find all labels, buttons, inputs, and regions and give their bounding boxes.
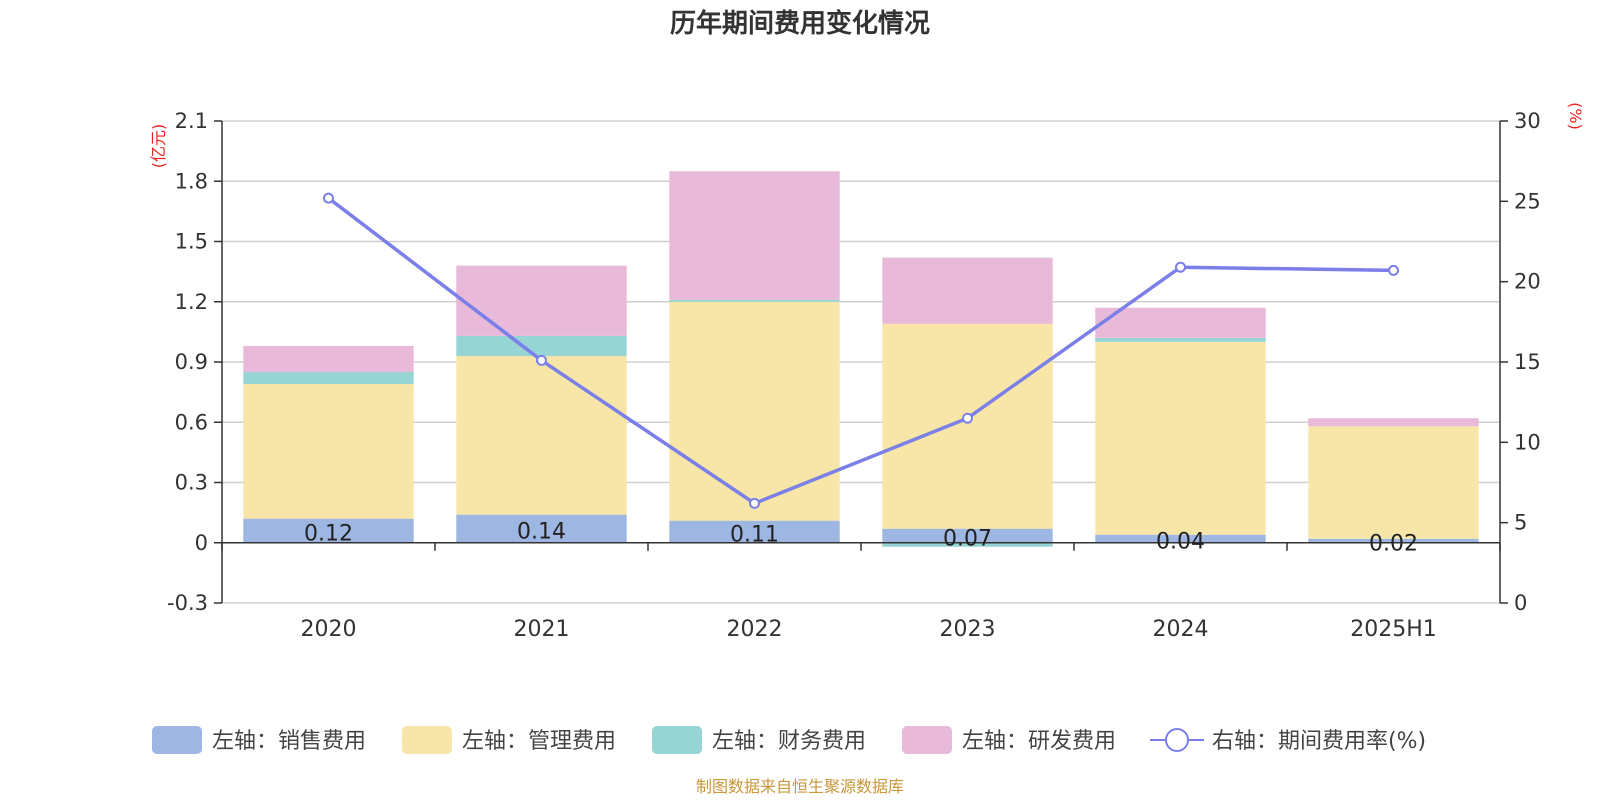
right-tick-label: 10 [1514,430,1541,454]
bar-segment [243,345,414,373]
bar-segment [669,301,840,521]
category-label: 2022 [727,617,783,642]
left-axis: -0.3 0 0.3 0.6 0.9 1.2 1.5 1.8 2.1 [167,109,223,615]
bar-segment [243,372,414,385]
source-note: 制图数据来自恒生聚源数据库 [696,777,904,796]
rate-line [323,192,1399,509]
category-labels: 2020 2021 2022 2023 2024 2025H1 [301,617,1437,642]
left-tick-label: 0.3 [175,471,208,495]
legend-swatch [402,726,452,754]
left-axis-unit: (亿元) [149,124,168,169]
legend: 左轴：销售费用 左轴：管理费用 左轴：财务费用 左轴：研发费用 右轴：期间费用率(%) [152,726,1426,754]
rate-point [536,354,547,366]
bar-segment [456,514,627,543]
left-tick-label: 1.5 [175,230,208,254]
x-axis [221,542,1501,551]
bar-segment [1095,341,1266,535]
rate-point [1175,261,1186,273]
bar-segment [1095,307,1266,338]
data-label: 0.07 [943,527,992,552]
left-tick-label: 1.8 [175,169,208,193]
bar-segment [882,528,1053,543]
bar-segment [1095,337,1266,342]
rate-point [962,412,973,424]
bar-segment [1095,534,1266,543]
right-tick-label: 0 [1514,591,1527,615]
legend-circle-symbol [1165,728,1189,752]
category-label: 2023 [940,617,996,642]
data-label: 0.11 [730,523,779,548]
legend-swatch [652,726,702,754]
bar-segment [243,518,414,543]
right-tick-label: 25 [1514,189,1541,213]
rate-point [1388,264,1399,276]
bars [243,171,1479,547]
category-label: 2020 [301,617,357,642]
data-label: 0.12 [304,522,353,547]
bar-segment [1308,418,1479,427]
chart-title: 历年期间费用变化情况 [670,8,930,39]
bar-segment [669,171,840,300]
bar-segment [882,542,1053,547]
right-tick-label: 15 [1514,350,1541,374]
right-tick-label: 30 [1514,109,1541,133]
category-label: 2024 [1153,617,1209,642]
left-tick-label: 2.1 [175,109,208,133]
left-tick-label: 1.2 [175,290,208,314]
rate-line-path [327,196,1394,506]
left-tick-label: -0.3 [167,591,208,615]
bar-segment [456,355,627,515]
legend-label: 左轴：研发费用 [962,729,1116,754]
legend-swatch [152,726,202,754]
bar-segment [1308,426,1479,539]
left-tick-label: 0 [195,531,208,555]
data-label: 0.14 [517,520,566,545]
category-label: 2025H1 [1350,617,1437,642]
legend-label: 左轴：管理费用 [462,729,616,754]
data-label: 0.04 [1156,530,1205,555]
rate-point [749,497,760,509]
legend-label: 左轴：财务费用 [712,729,866,754]
rate-point [323,192,334,204]
legend-swatch [902,726,952,754]
bar-segment [882,323,1053,529]
bar-segment [882,257,1053,324]
right-tick-label: 5 [1514,511,1527,535]
left-tick-label: 0.9 [175,350,208,374]
data-labels: 0.12 0.14 0.11 0.07 0.04 0.02 [304,520,1418,557]
legend-label: 左轴：销售费用 [212,729,366,754]
bar-segment [1308,538,1479,543]
bar-segment [669,299,840,302]
category-label: 2021 [514,617,570,642]
bar-segment [456,265,627,336]
left-tick-label: 0.6 [175,410,208,434]
data-label: 0.02 [1369,532,1418,557]
bar-segment [243,384,414,519]
bar-segment [669,520,840,543]
right-tick-label: 20 [1514,270,1541,294]
right-axis-unit: (%) [1566,102,1585,130]
right-axis: 0 5 10 15 20 25 30 [1499,109,1541,615]
bar-segment [456,335,627,356]
legend-label: 右轴：期间费用率(%) [1212,729,1426,754]
